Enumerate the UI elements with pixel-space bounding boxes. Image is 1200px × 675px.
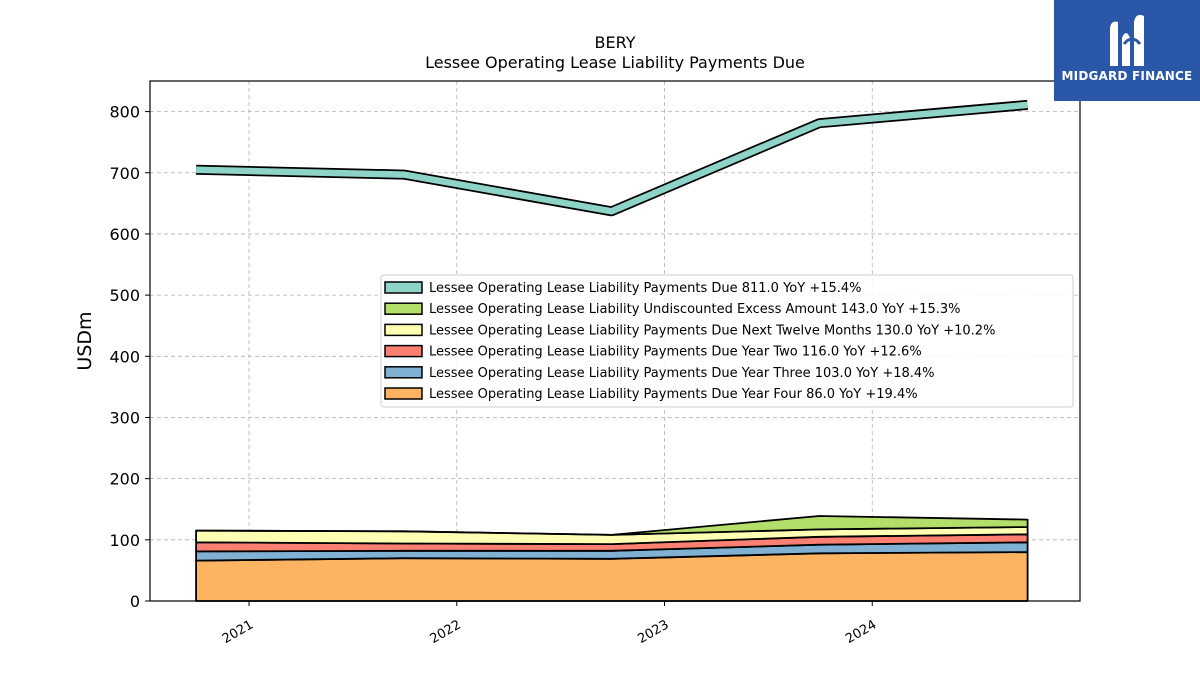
- legend-swatch: [384, 323, 423, 337]
- stacked-areas: [195, 515, 1029, 602]
- y-tick-label: 400: [109, 347, 140, 366]
- series-lines: [195, 99, 1029, 217]
- y-tick-label: 300: [109, 408, 140, 427]
- line-outline: [195, 99, 1029, 217]
- y-tick-label: 200: [109, 470, 140, 489]
- legend-entry: Lessee Operating Lease Liability Payment…: [429, 387, 918, 402]
- y-axis: 0 100 200 300 400 500 600 700 800: [109, 103, 150, 611]
- x-axis: 2021 2022 2023 2024: [220, 601, 879, 647]
- legend: Lessee Operating Lease Liability Payment…: [380, 274, 1074, 408]
- legend-swatch: [384, 344, 423, 358]
- legend-entry: Lessee Operating Lease Liability Payment…: [429, 345, 922, 360]
- y-tick-label: 100: [109, 531, 140, 550]
- legend-entry: Lessee Operating Lease Liability Undisco…: [429, 302, 960, 317]
- legend-swatch: [384, 281, 423, 294]
- y-tick-label: 800: [109, 103, 140, 122]
- x-tick-label: 2021: [220, 617, 256, 647]
- y-tick-label: 600: [109, 225, 140, 244]
- y-tick-label: 700: [109, 164, 140, 183]
- legend-box: [380, 274, 1074, 408]
- legend-entry: Lessee Operating Lease Liability Payment…: [429, 281, 862, 296]
- plot-frame: [149, 80, 1081, 602]
- legend-swatch: [384, 302, 423, 315]
- x-tick-label: 2022: [428, 617, 464, 647]
- area-lessee-operating-lease-liability-undiscounted-excess-amount: [195, 515, 1029, 536]
- chart-title: BERY: [595, 33, 636, 52]
- y-tick-label: 500: [109, 286, 140, 305]
- legend-entry: Lessee Operating Lease Liability Payment…: [429, 366, 935, 381]
- legend-entry: Lessee Operating Lease Liability Payment…: [429, 323, 995, 338]
- y-tick-label: 0: [130, 592, 140, 611]
- midgard-logo-mark-icon: [1110, 14, 1144, 66]
- legend-swatch: [384, 366, 423, 379]
- x-tick-label: 2024: [843, 617, 879, 647]
- midgard-logo-text: MIDGARD FINANCE: [1061, 69, 1193, 83]
- chart-subtitle: Lessee Operating Lease Liability Payment…: [425, 53, 805, 72]
- y-axis-label: USDm: [74, 311, 96, 370]
- midgard-logo: MIDGARD FINANCE: [1054, 0, 1200, 101]
- line-lessee-operating-lease-liability-payments-due: [196, 101, 1028, 215]
- legend-swatch: [384, 387, 423, 400]
- x-tick-label: 2023: [635, 617, 671, 647]
